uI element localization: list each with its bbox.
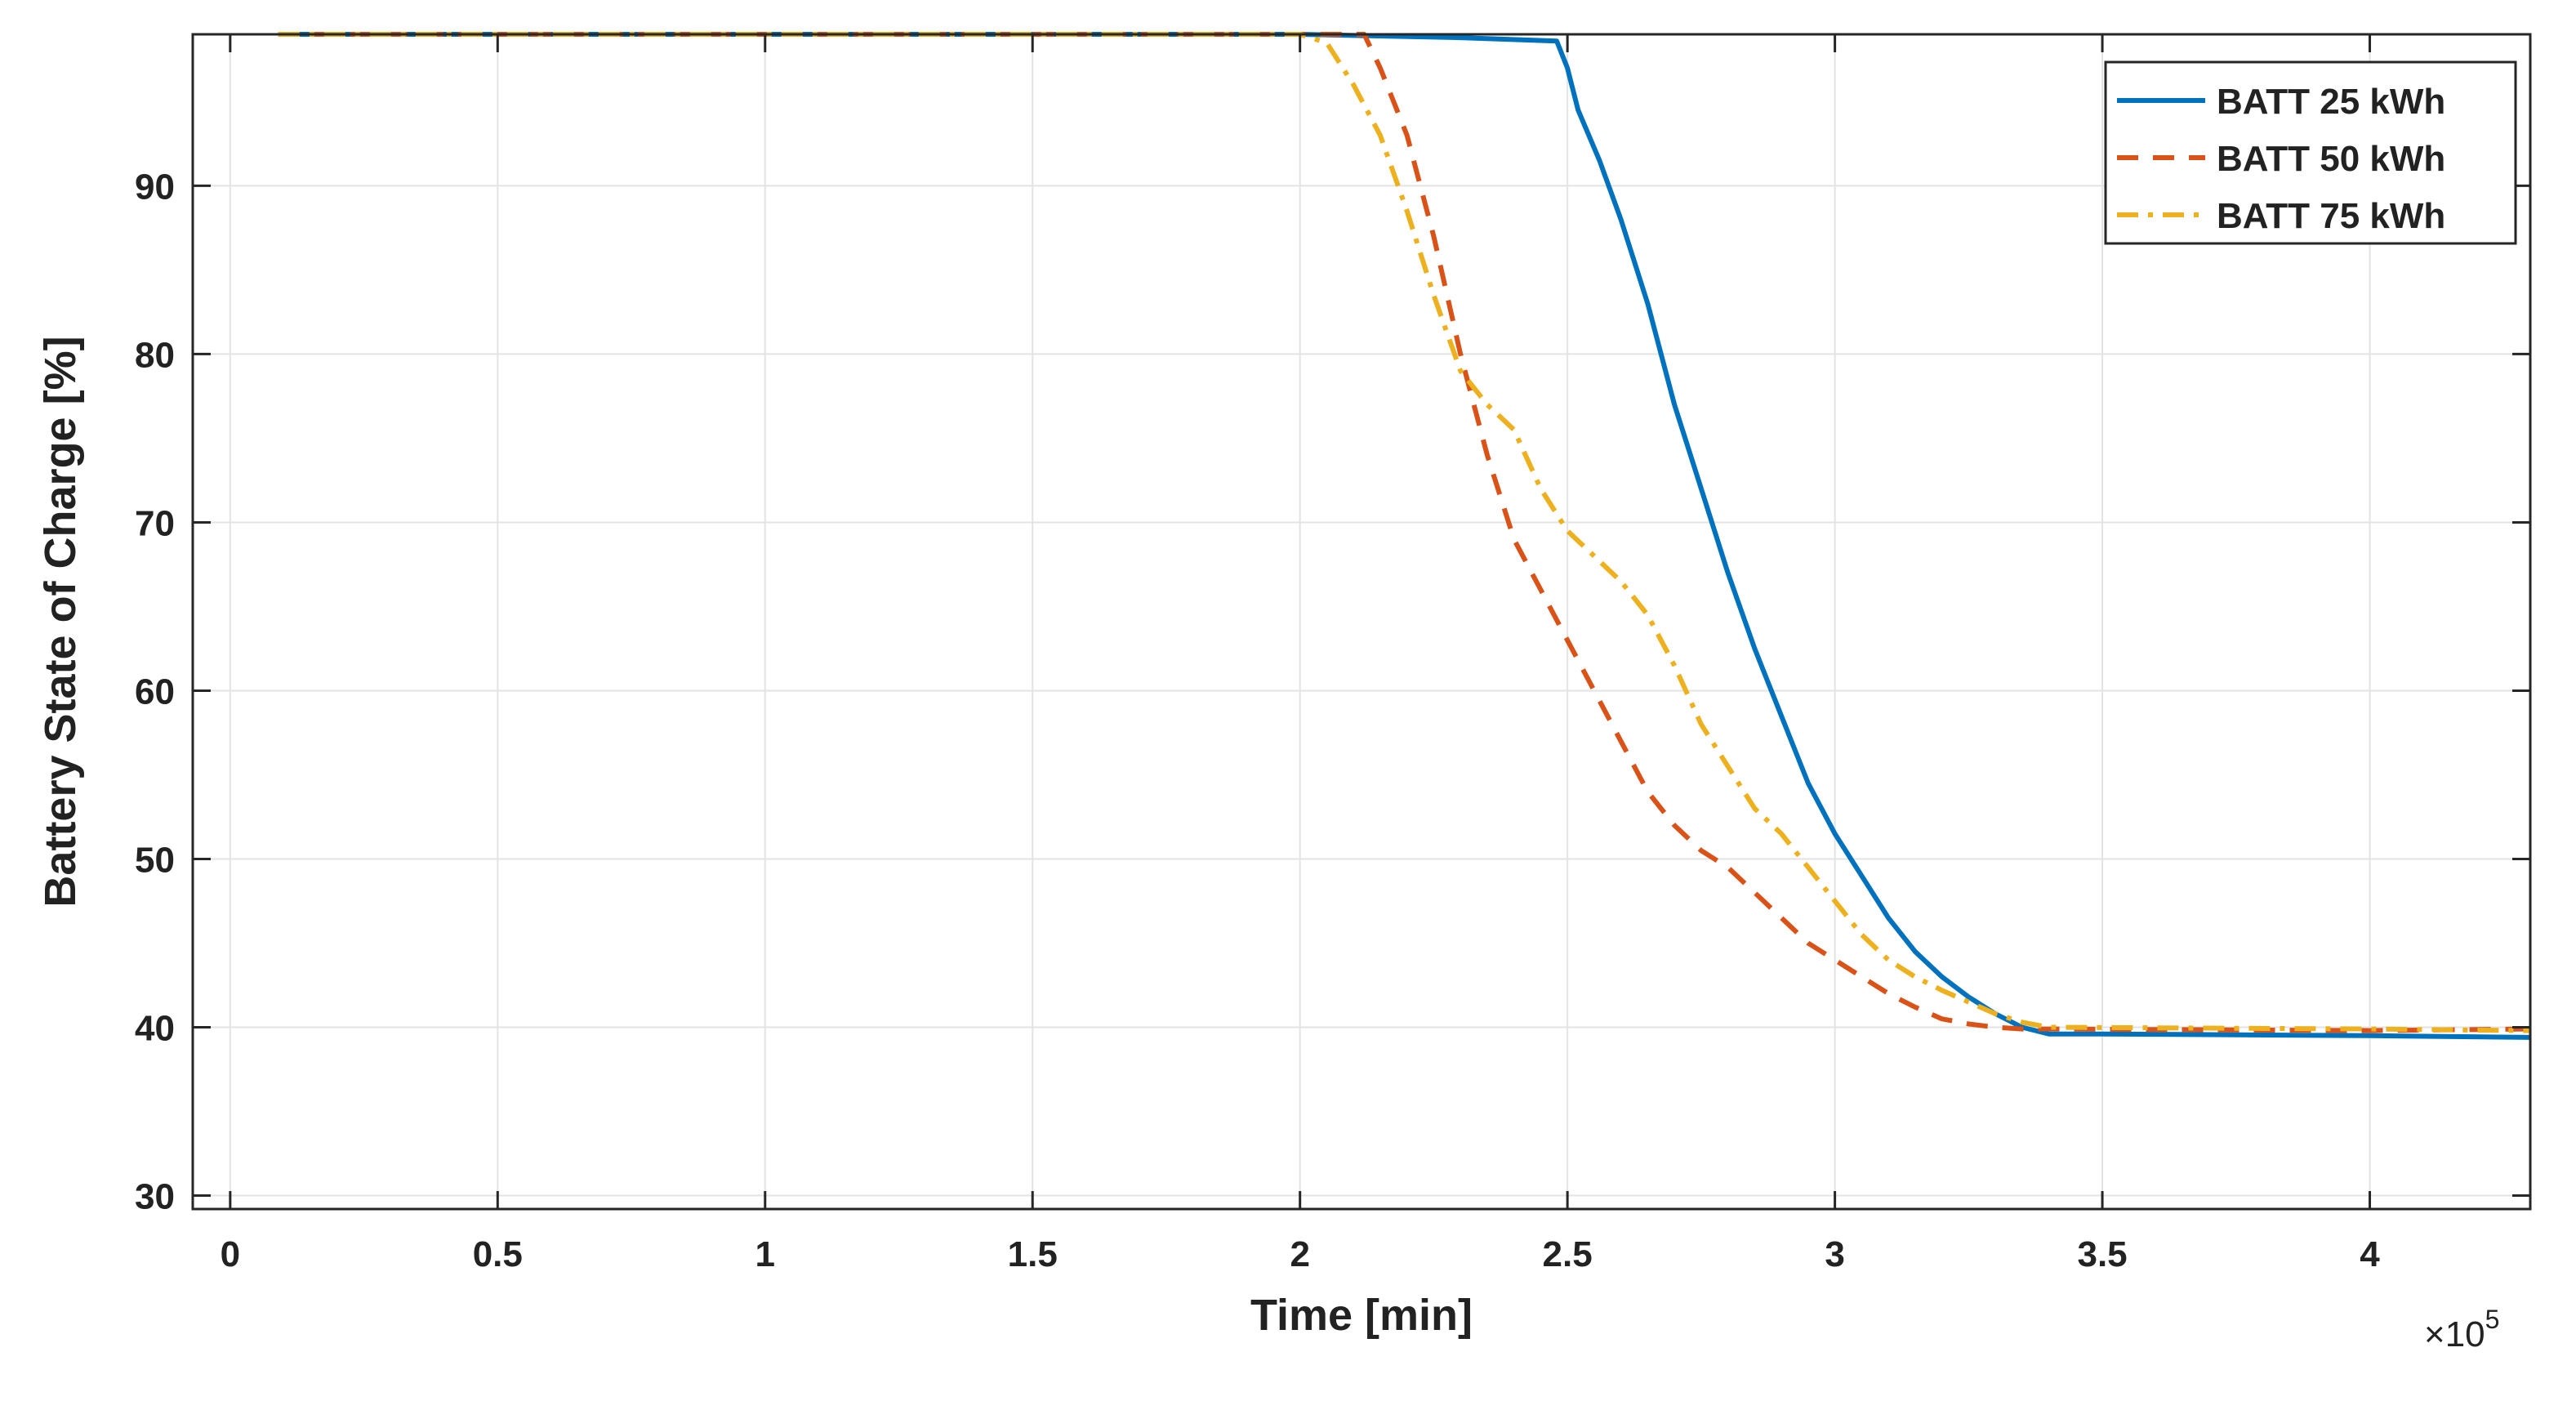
legend: BATT 25 kWh BATT 50 kWh BATT 75 kWh [2104,60,2517,245]
x-exponent-label: ×105 [2424,1305,2499,1354]
y-tick-label: 90 [135,167,175,207]
series-line-batt-75-kwh [278,32,2531,1033]
x-tick-label: 3.5 [2077,1234,2127,1274]
y-axis: 30 40 50 60 70 80 90 [135,167,2530,1217]
series-line-batt-50-kwh [278,32,2531,1033]
y-tick-label: 80 [135,335,175,375]
y-tick-label: 50 [135,840,175,880]
series-group [278,32,2531,1040]
x-exponent-base: ×10 [2424,1314,2485,1354]
y-tick-label: 60 [135,672,175,712]
legend-label-batt-50: BATT 50 kWh [2217,139,2445,179]
y-axis-title: Battery State of Charge [%] [36,336,85,907]
x-tick-label: 0 [221,1234,240,1274]
x-exponent-power: 5 [2485,1305,2500,1334]
legend-label-batt-75: BATT 75 kWh [2217,196,2445,236]
x-tick-label: 1.5 [1008,1234,1058,1274]
x-tick-label: 2 [1290,1234,1309,1274]
x-tick-label: 1 [755,1234,775,1274]
x-tick-label: 0.5 [473,1234,523,1274]
x-tick-label: 3 [1825,1234,1844,1274]
y-tick-label: 70 [135,503,175,543]
y-tick-label: 30 [135,1177,175,1217]
plot-frame [191,33,2532,1211]
x-axis: 0 0.5 1 1.5 2 2.5 3 3.5 4 [221,34,2380,1274]
x-tick-label: 2.5 [1543,1234,1593,1274]
y-tick-label: 40 [135,1009,175,1049]
x-axis-title: Time [min] [1250,1291,1473,1340]
x-tick-label: 4 [2360,1234,2380,1274]
legend-label-batt-25: BATT 25 kWh [2217,82,2445,122]
